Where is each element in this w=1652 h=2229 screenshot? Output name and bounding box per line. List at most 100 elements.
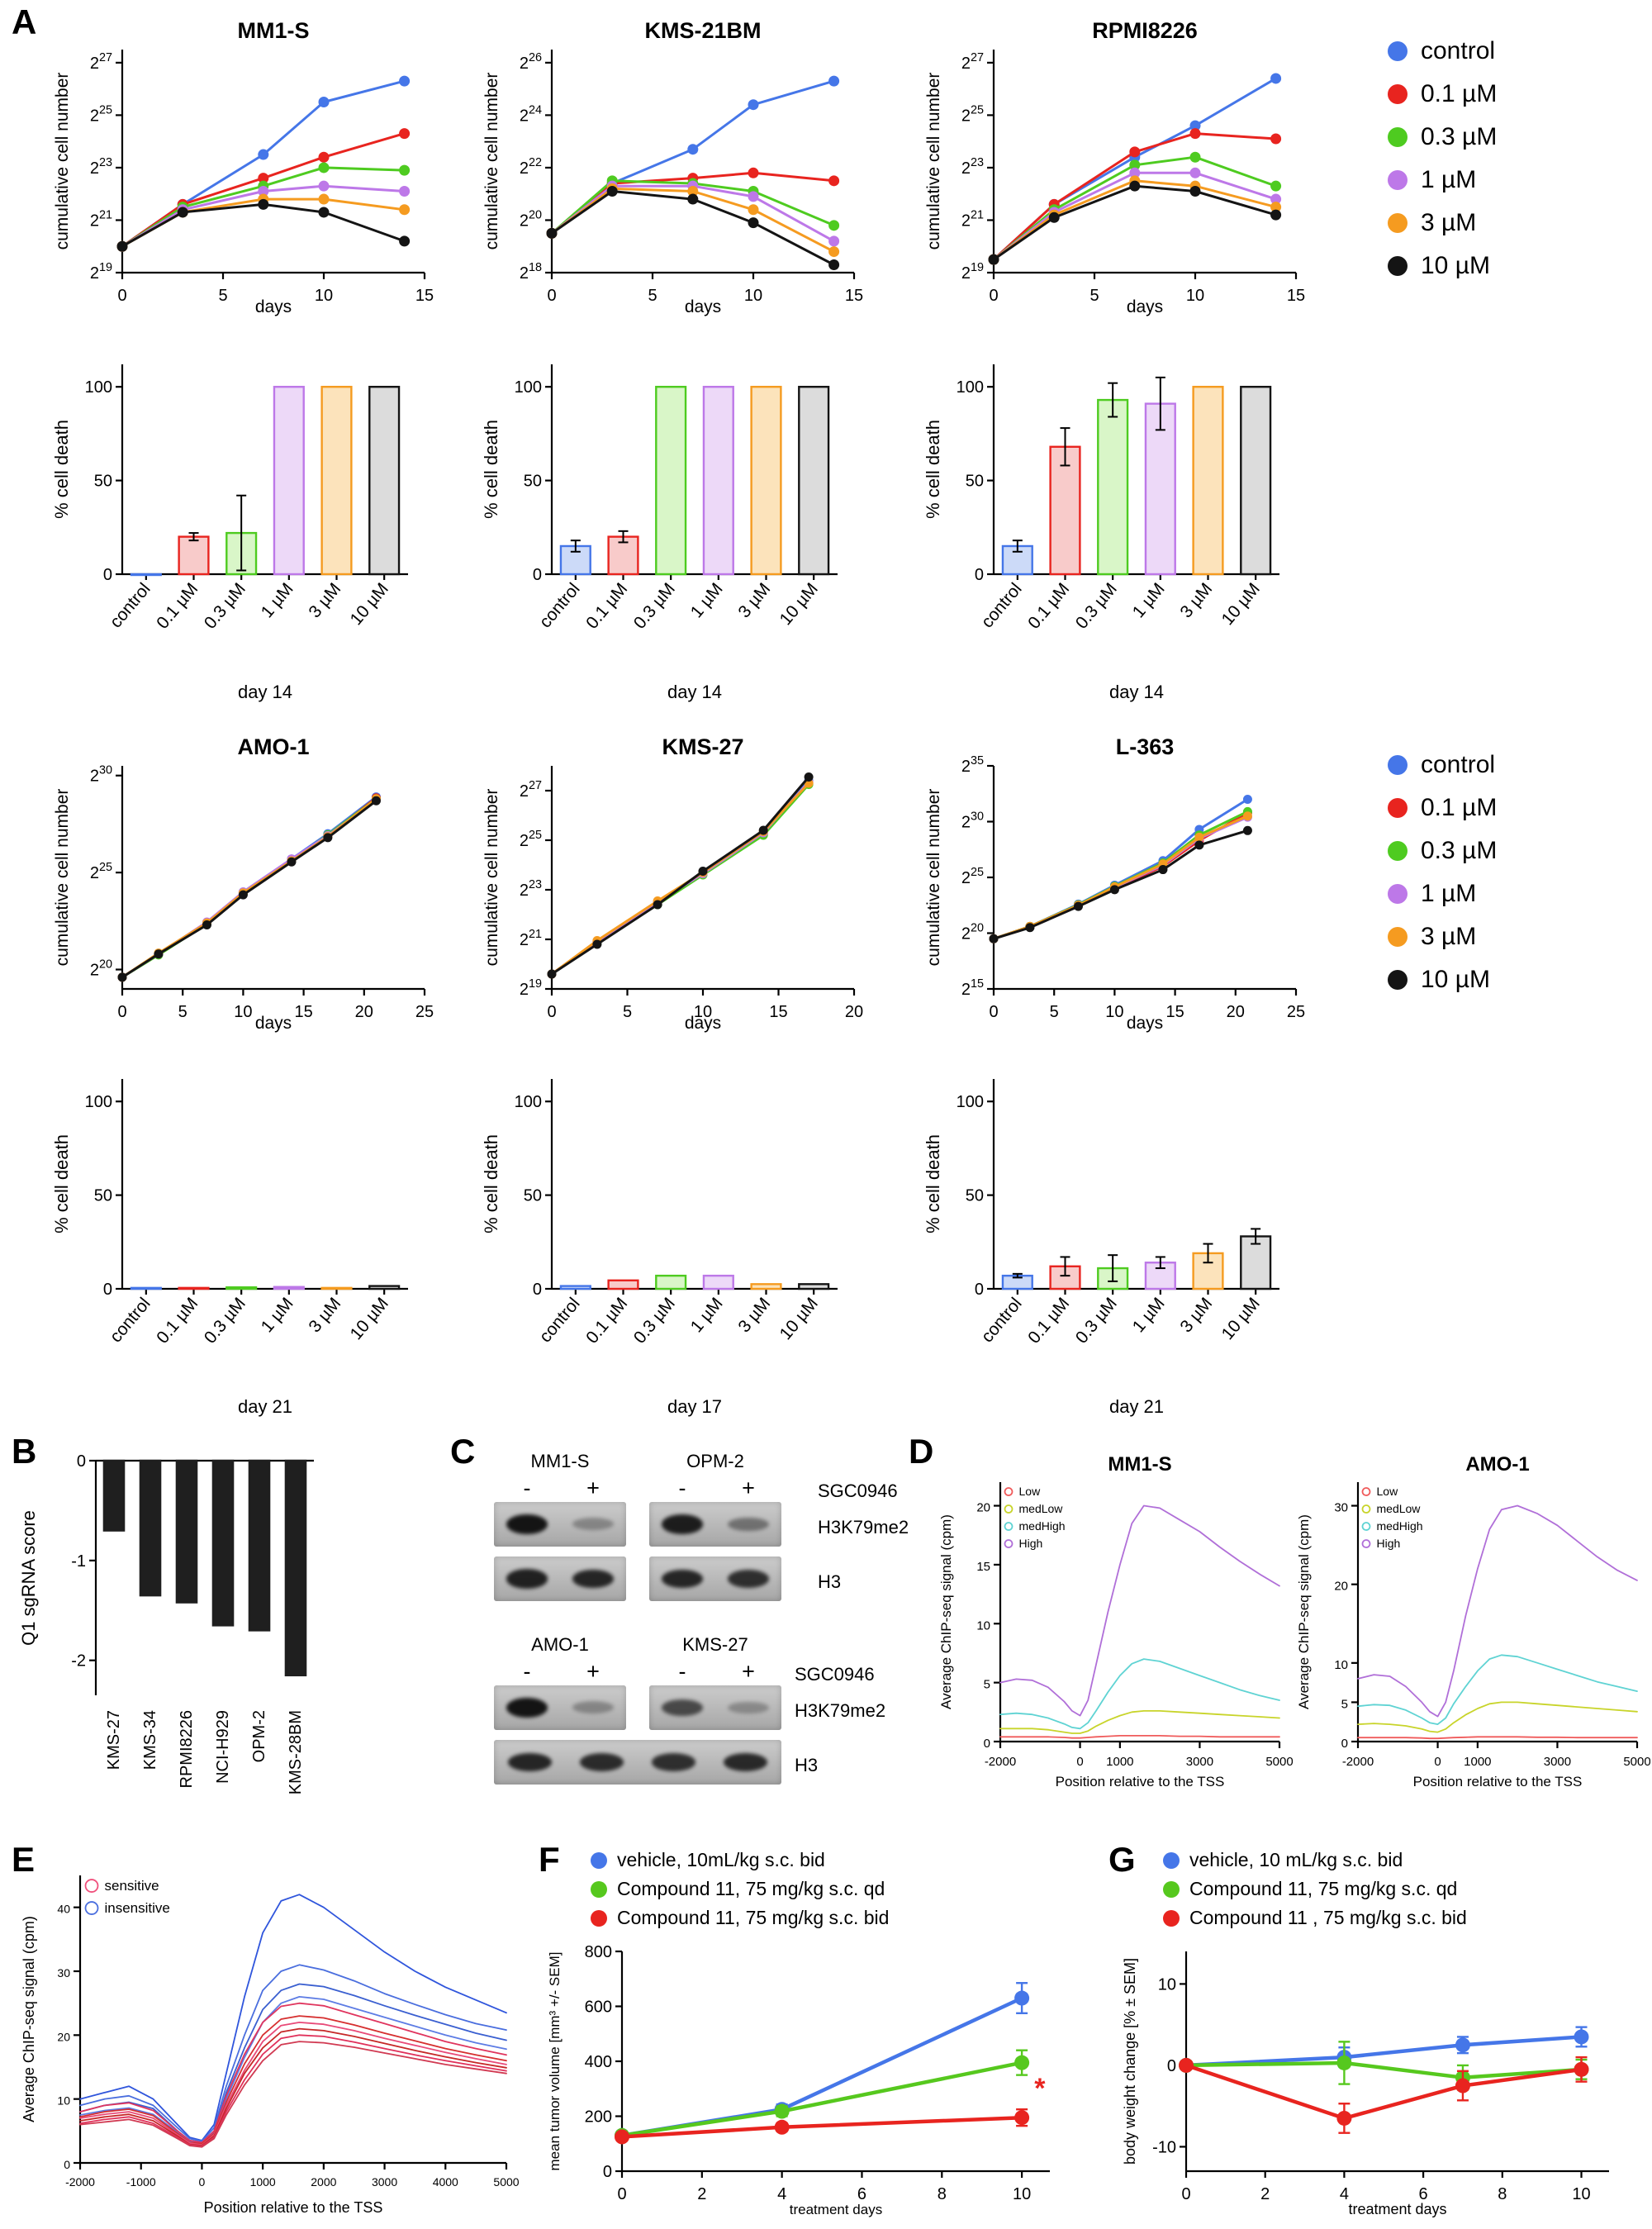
svg-text:treatment days: treatment days — [790, 2202, 882, 2217]
svg-text:3 µM: 3 µM — [734, 1294, 774, 1336]
protein-band — [662, 1569, 703, 1589]
chart-death-mm1s: 0 50 100 control 0.1 µM 0.3 µM 1 µM 3 µM 10 µM % … — [50, 351, 446, 711]
svg-text:% cell death: % cell death — [923, 420, 943, 519]
svg-text:0: 0 — [1167, 2057, 1176, 2075]
chart-tumor-volume: 0 200 400 600 800 0 2 4 6 8 10 mean tumor volume [m… — [541, 1941, 1078, 2227]
legend-entry: 10 µM — [1388, 966, 1497, 994]
blot-group-opm2: OPM-2 - + — [649, 1451, 781, 1611]
svg-text:223: 223 — [90, 156, 112, 178]
svg-text:4000: 4000 — [433, 2175, 458, 2189]
svg-text:0: 0 — [617, 2185, 626, 2203]
blot-side-labels: SGC0946 H3K79me2 H3 — [795, 1634, 919, 1799]
legend-entry: control — [1388, 751, 1497, 779]
chart-chipseq-sensitivity: 0 10 20 30 40 -2000 -1000 0 1000 2000 3000 4000 5000… — [21, 1861, 525, 2225]
svg-text:RPMI8226: RPMI8226 — [1092, 18, 1198, 43]
svg-text:223: 223 — [961, 156, 984, 178]
svg-text:10: 10 — [1186, 287, 1204, 305]
chart-sgrna-score: 0 -1 -2 KMS-27 KMS-34 RPMI8226 NCI-H929 OPM-2 KM… — [13, 1447, 327, 1823]
svg-text:OPM-2: OPM-2 — [250, 1710, 268, 1762]
svg-text:days: days — [685, 297, 721, 316]
legend-entry: control — [1388, 37, 1497, 65]
svg-text:15: 15 — [769, 1003, 787, 1021]
legend-dot — [1388, 41, 1408, 61]
lane-labels: - + — [649, 1659, 781, 1685]
svg-text:5: 5 — [984, 1678, 990, 1692]
chart-death-l363: 0 50 100 control 0.1 µM 0.3 µM 1 µM 3 µM 10 µM % … — [921, 1066, 1317, 1425]
legend-entry: Compound 11, 75 mg/kg s.c. qd — [1163, 1878, 1467, 1900]
svg-text:400: 400 — [585, 2053, 612, 2071]
svg-text:50: 50 — [966, 473, 984, 491]
svg-text:0.1 µM: 0.1 µM — [582, 579, 631, 632]
treatment-legend-f: vehicle, 10mL/kg s.c. bid Compound 11, 75… — [591, 1846, 889, 1932]
svg-text:40: 40 — [57, 1903, 70, 1916]
svg-text:KMS-34: KMS-34 — [141, 1710, 159, 1770]
svg-text:1 µM: 1 µM — [687, 1294, 727, 1336]
svg-text:4: 4 — [1340, 2185, 1349, 2203]
svg-text:day 14: day 14 — [667, 682, 722, 702]
lane-plus: + — [586, 1659, 600, 1684]
svg-text:1000: 1000 — [250, 2175, 276, 2189]
svg-text:control: control — [978, 1294, 1026, 1346]
svg-text:2: 2 — [697, 2185, 706, 2203]
legend-dot — [1163, 1880, 1180, 1898]
legend-entry: 0.1 µM — [1388, 80, 1497, 108]
blot-h3k79me2 — [494, 1502, 626, 1547]
blot-title: KMS-27 — [682, 1634, 748, 1655]
svg-text:20: 20 — [845, 1003, 863, 1021]
svg-text:0: 0 — [989, 287, 998, 305]
legend-label: control — [1421, 751, 1496, 778]
svg-text:8: 8 — [1498, 2185, 1507, 2203]
svg-text:0: 0 — [103, 566, 112, 584]
svg-text:226: 226 — [520, 51, 542, 73]
svg-text:1 µM: 1 µM — [258, 579, 297, 621]
svg-text:100: 100 — [957, 1093, 984, 1111]
svg-text:-2000: -2000 — [65, 2175, 95, 2189]
svg-text:100: 100 — [515, 378, 542, 397]
svg-text:15: 15 — [845, 287, 863, 305]
svg-text:0.3 µM: 0.3 µM — [1072, 1294, 1121, 1347]
chart-svg: 0 -1 -2 KMS-27 KMS-34 RPMI8226 NCI-H929 OPM-2 KM… — [18, 1452, 314, 1794]
blot-h3k79me2 — [649, 1685, 781, 1730]
legend-label: 10 µM — [1421, 966, 1490, 993]
svg-text:5: 5 — [1341, 1697, 1348, 1711]
protein-band — [651, 1752, 696, 1771]
svg-text:218: 218 — [520, 261, 542, 283]
svg-text:10 µM: 10 µM — [347, 579, 392, 629]
panel-e-label: E — [12, 1840, 36, 1879]
svg-text:6: 6 — [857, 2185, 866, 2203]
svg-text:cumulative cell number: cumulative cell number — [482, 73, 501, 250]
svg-text:224: 224 — [520, 103, 542, 125]
svg-text:% cell death: % cell death — [481, 420, 501, 519]
chart-svg: MM1-S 219 221 223 225 227 0 5 10 15 cumulative cel… — [53, 18, 434, 316]
svg-text:219: 219 — [520, 977, 542, 999]
svg-text:5: 5 — [178, 1003, 188, 1021]
legend-dot — [591, 1909, 607, 1927]
svg-text:High: High — [1377, 1537, 1401, 1550]
svg-text:0: 0 — [547, 287, 556, 305]
svg-text:5000: 5000 — [1265, 1755, 1293, 1769]
svg-text:AMO-1: AMO-1 — [1465, 1453, 1529, 1476]
svg-text:2: 2 — [1260, 2185, 1270, 2203]
svg-text:6: 6 — [1419, 2185, 1428, 2203]
svg-text:15: 15 — [1165, 1003, 1184, 1021]
svg-text:5: 5 — [623, 1003, 632, 1021]
lane-minus: - — [523, 1476, 531, 1500]
svg-text:day 21: day 21 — [238, 1396, 292, 1417]
svg-text:10: 10 — [1572, 2185, 1590, 2203]
svg-text:227: 227 — [961, 51, 984, 73]
chart-svg: MM1-S 0 5 10 15 20 -2000 0 1000 3000 5000 Average C… — [938, 1453, 1294, 1789]
svg-text:230: 230 — [90, 764, 112, 786]
legend-dot — [1388, 213, 1408, 233]
legend-label: control — [1421, 37, 1496, 64]
panel-b-label: B — [12, 1432, 37, 1471]
svg-text:20: 20 — [1334, 1580, 1348, 1594]
lane-minus: - — [678, 1476, 686, 1500]
svg-text:0: 0 — [975, 566, 984, 584]
chart-svg: KMS-27 219 221 223 225 227 0 5 10 15 20 cumulative … — [482, 734, 863, 1033]
chart-svg: KMS-21BM 218 220 222 224 226 0 5 10 15 cumulative … — [482, 18, 863, 316]
svg-text:3 µM: 3 µM — [734, 579, 774, 621]
lane-plus: + — [742, 1659, 755, 1684]
treatment-legend-g: vehicle, 10 mL/kg s.c. bid Compound 11, 7… — [1163, 1846, 1467, 1932]
chart-death-kms27: 0 50 100 control 0.1 µM 0.3 µM 1 µM 3 µM 10 µM % … — [479, 1066, 876, 1425]
